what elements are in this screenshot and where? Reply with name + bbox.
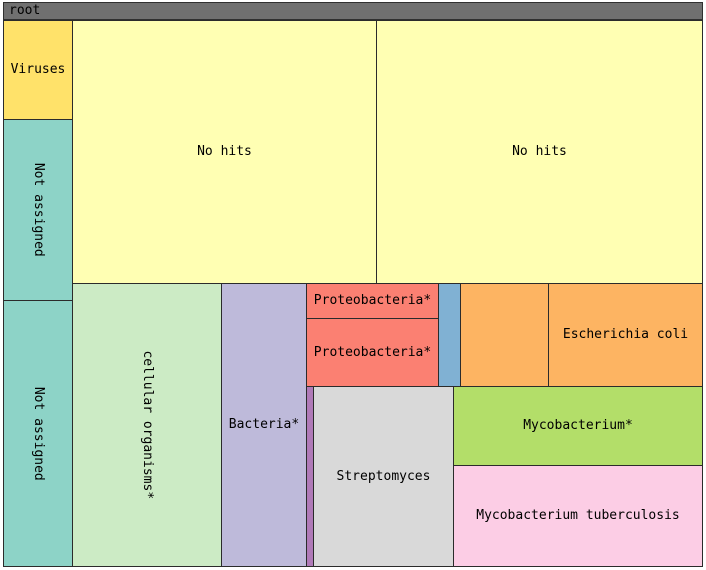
tile-no-hits-1[interactable]: No hits bbox=[72, 20, 377, 284]
tile-streptomyces[interactable]: Streptomyces bbox=[313, 386, 454, 567]
tile-label: Streptomyces bbox=[336, 468, 431, 484]
tile-label: Bacteria* bbox=[228, 417, 300, 433]
treemap-root-header[interactable]: root bbox=[3, 2, 703, 20]
tile-proteobacteria-2[interactable]: Proteobacteria* bbox=[306, 318, 439, 387]
root-label: root bbox=[9, 3, 41, 18]
tile-label: Proteobacteria* bbox=[313, 344, 432, 360]
tile-label: Mycobacterium* bbox=[523, 418, 633, 434]
tile-no-hits-2[interactable]: No hits bbox=[376, 20, 703, 284]
tile-label: No hits bbox=[512, 144, 567, 160]
tile-mycobacterium[interactable]: Mycobacterium* bbox=[453, 386, 703, 466]
tile-small-blue[interactable] bbox=[438, 283, 461, 387]
tile-label: cellular organisms* bbox=[139, 350, 155, 500]
tile-proteobacteria-1[interactable]: Proteobacteria* bbox=[306, 283, 439, 319]
tile-label: Not assigned bbox=[30, 386, 46, 481]
tile-label: Proteobacteria* bbox=[313, 293, 432, 309]
tile-mycobacterium-tuberculosis[interactable]: Mycobacterium tuberculosis bbox=[453, 465, 703, 567]
tile-not-assigned-1[interactable]: Not assigned bbox=[3, 119, 73, 301]
tile-label: Viruses bbox=[10, 62, 66, 78]
treemap: root Viruses Not assigned Not assigned N… bbox=[3, 2, 703, 567]
tile-escherichia-coli[interactable]: Escherichia coli bbox=[548, 283, 703, 387]
tile-unlabeled-orange[interactable] bbox=[460, 283, 549, 387]
tile-label: Mycobacterium tuberculosis bbox=[476, 508, 680, 524]
tile-label: Not assigned bbox=[30, 163, 46, 257]
tile-bacteria[interactable]: Bacteria* bbox=[221, 283, 307, 567]
tile-cellular-organisms[interactable]: cellular organisms* bbox=[72, 283, 222, 567]
tile-viruses[interactable]: Viruses bbox=[3, 20, 73, 120]
tile-not-assigned-2[interactable]: Not assigned bbox=[3, 300, 73, 567]
tile-label: No hits bbox=[197, 144, 252, 160]
tile-label: Escherichia coli bbox=[562, 327, 689, 343]
